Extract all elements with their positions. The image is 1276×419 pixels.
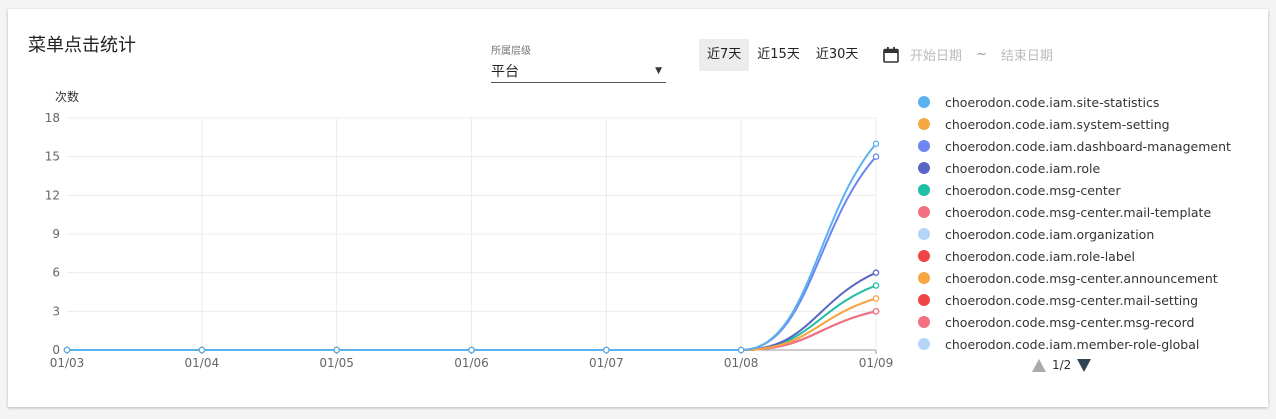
y-tick-label: 9 (52, 227, 60, 241)
page-title: 菜单点击统计 (28, 35, 136, 56)
pager-text: 1/2 (1052, 358, 1072, 372)
date-separator: ~ (976, 47, 987, 62)
legend-label: choerodon.code.msg-center (945, 182, 1121, 198)
legend-dot-icon (918, 272, 930, 284)
level-select-label: 所属层级 (491, 46, 531, 57)
y-tick-label: 15 (45, 150, 60, 164)
x-tick-label: 01/05 (319, 356, 354, 370)
line-chart: 0 3 6 9 12 15 18 01/03 01/04 01/05 01/06 01/07 01/08… (45, 89, 894, 370)
legend-item[interactable]: choerodon.code.iam.dashboard-management (918, 135, 1231, 157)
data-point (63, 346, 71, 354)
legend-item[interactable]: choerodon.code.msg-center.mail-setting (918, 289, 1231, 311)
legend-dot-icon (918, 316, 930, 328)
legend-item[interactable]: choerodon.code.iam.system-setting (918, 113, 1231, 135)
y-tick-label: 0 (52, 343, 60, 357)
legend-item[interactable]: choerodon.code.msg-center.msg-record (918, 311, 1231, 333)
legend-pager: 1/2 (1032, 358, 1092, 372)
y-tick-label: 3 (52, 304, 60, 318)
legend-label: choerodon.code.iam.member-role-global (945, 336, 1200, 352)
legend-label: choerodon.code.iam.role-label (945, 248, 1135, 264)
x-tick-label: 01/03 (50, 356, 85, 370)
chart-legend: choerodon.code.iam.site-statistics choero… (918, 91, 1231, 355)
legend-item[interactable]: choerodon.code.iam.role (918, 157, 1231, 179)
y-tick-label: 12 (45, 188, 60, 202)
page-down-icon[interactable] (1077, 358, 1092, 372)
legend-label: choerodon.code.msg-center.announcement (945, 270, 1218, 286)
level-select-box[interactable]: 平台 ▼ (491, 60, 666, 83)
level-select-value: 平台 (491, 64, 519, 80)
legend-dot-icon (918, 250, 930, 262)
data-point (468, 346, 475, 354)
legend-label: choerodon.code.iam.system-setting (945, 116, 1170, 132)
legend-label: choerodon.code.msg-center.mail-template (945, 204, 1212, 220)
y-tick-label: 18 (45, 111, 60, 125)
level-select[interactable]: 所属层级 平台 ▼ (491, 42, 666, 83)
page-up-icon[interactable] (1032, 358, 1046, 372)
legend-item[interactable]: choerodon.code.iam.organization (918, 223, 1231, 245)
legend-label: choerodon.code.iam.site-statistics (945, 94, 1160, 110)
x-tick-label: 01/08 (724, 356, 759, 370)
data-point (603, 346, 610, 354)
range-7-days-button[interactable]: 近7天 (699, 39, 750, 71)
legend-dot-icon (918, 228, 930, 240)
data-point (872, 282, 880, 289)
legend-dot-icon (918, 206, 930, 218)
legend-dot-icon (918, 184, 930, 196)
x-tick-label: 01/07 (589, 356, 624, 370)
end-date-input[interactable]: 结束日期 (1000, 49, 1053, 64)
range-button-group: 近7天 近15天 近30天 (699, 39, 866, 71)
x-tick-label: 01/09 (859, 356, 894, 370)
data-point (198, 346, 206, 354)
date-range-picker[interactable]: 开始日期 ~ 结束日期 (882, 45, 1053, 64)
caret-down-icon[interactable]: ▼ (655, 66, 662, 76)
start-date-input[interactable]: 开始日期 (910, 49, 963, 64)
legend-dot-icon (918, 118, 930, 130)
x-tick-label: 01/04 (185, 356, 220, 370)
calendar-icon[interactable] (882, 46, 900, 64)
data-point (737, 346, 745, 354)
legend-dot-icon (918, 294, 930, 306)
data-point (872, 308, 880, 315)
y-axis-label: 次数 (55, 89, 79, 104)
legend-item[interactable]: choerodon.code.iam.role-label (918, 245, 1231, 267)
range-15-days-button[interactable]: 近15天 (757, 47, 800, 62)
legend-item[interactable]: choerodon.code.msg-center.announcement (918, 267, 1231, 289)
legend-item[interactable]: choerodon.code.msg-center.mail-template (918, 201, 1231, 223)
legend-item[interactable]: choerodon.code.msg-center (918, 179, 1231, 201)
range-30-days-button[interactable]: 近30天 (815, 47, 859, 62)
menu-click-stats-card: 菜单点击统计 所属层级 平台 ▼ 近7天 近15天 近30天 开始日期 ~ 结束… (8, 9, 1268, 407)
legend-dot-icon (918, 140, 930, 152)
data-point (872, 269, 880, 276)
legend-label: choerodon.code.msg-center.msg-record (945, 314, 1195, 330)
legend-item[interactable]: choerodon.code.iam.member-role-global (918, 333, 1231, 355)
data-point (872, 153, 880, 160)
legend-label: choerodon.code.iam.role (945, 160, 1101, 176)
legend-label: choerodon.code.iam.organization (945, 226, 1155, 242)
data-point (333, 346, 340, 354)
data-point (872, 295, 880, 302)
legend-dot-icon (918, 338, 930, 350)
legend-dot-icon (918, 162, 930, 174)
legend-label: choerodon.code.iam.dashboard-management (945, 138, 1231, 154)
data-point (872, 140, 880, 148)
legend-dot-icon (918, 96, 930, 108)
legend-label: choerodon.code.msg-center.mail-setting (945, 292, 1199, 308)
y-tick-label: 6 (52, 266, 60, 280)
x-tick-label: 01/06 (454, 356, 489, 370)
legend-item[interactable]: choerodon.code.iam.site-statistics (918, 91, 1231, 113)
